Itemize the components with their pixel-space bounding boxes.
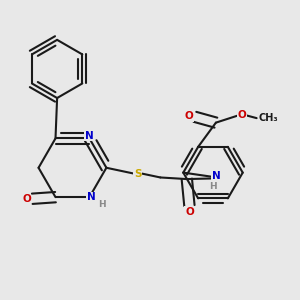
Text: O: O <box>22 194 31 204</box>
Text: N: N <box>212 171 220 181</box>
Text: O: O <box>185 111 194 121</box>
Text: O: O <box>237 110 246 120</box>
Text: H: H <box>209 182 217 191</box>
Text: CH₃: CH₃ <box>258 113 278 123</box>
Text: S: S <box>134 169 142 178</box>
Text: N: N <box>87 192 95 202</box>
Text: O: O <box>185 207 194 217</box>
Text: N: N <box>85 131 94 141</box>
Text: H: H <box>98 200 106 209</box>
